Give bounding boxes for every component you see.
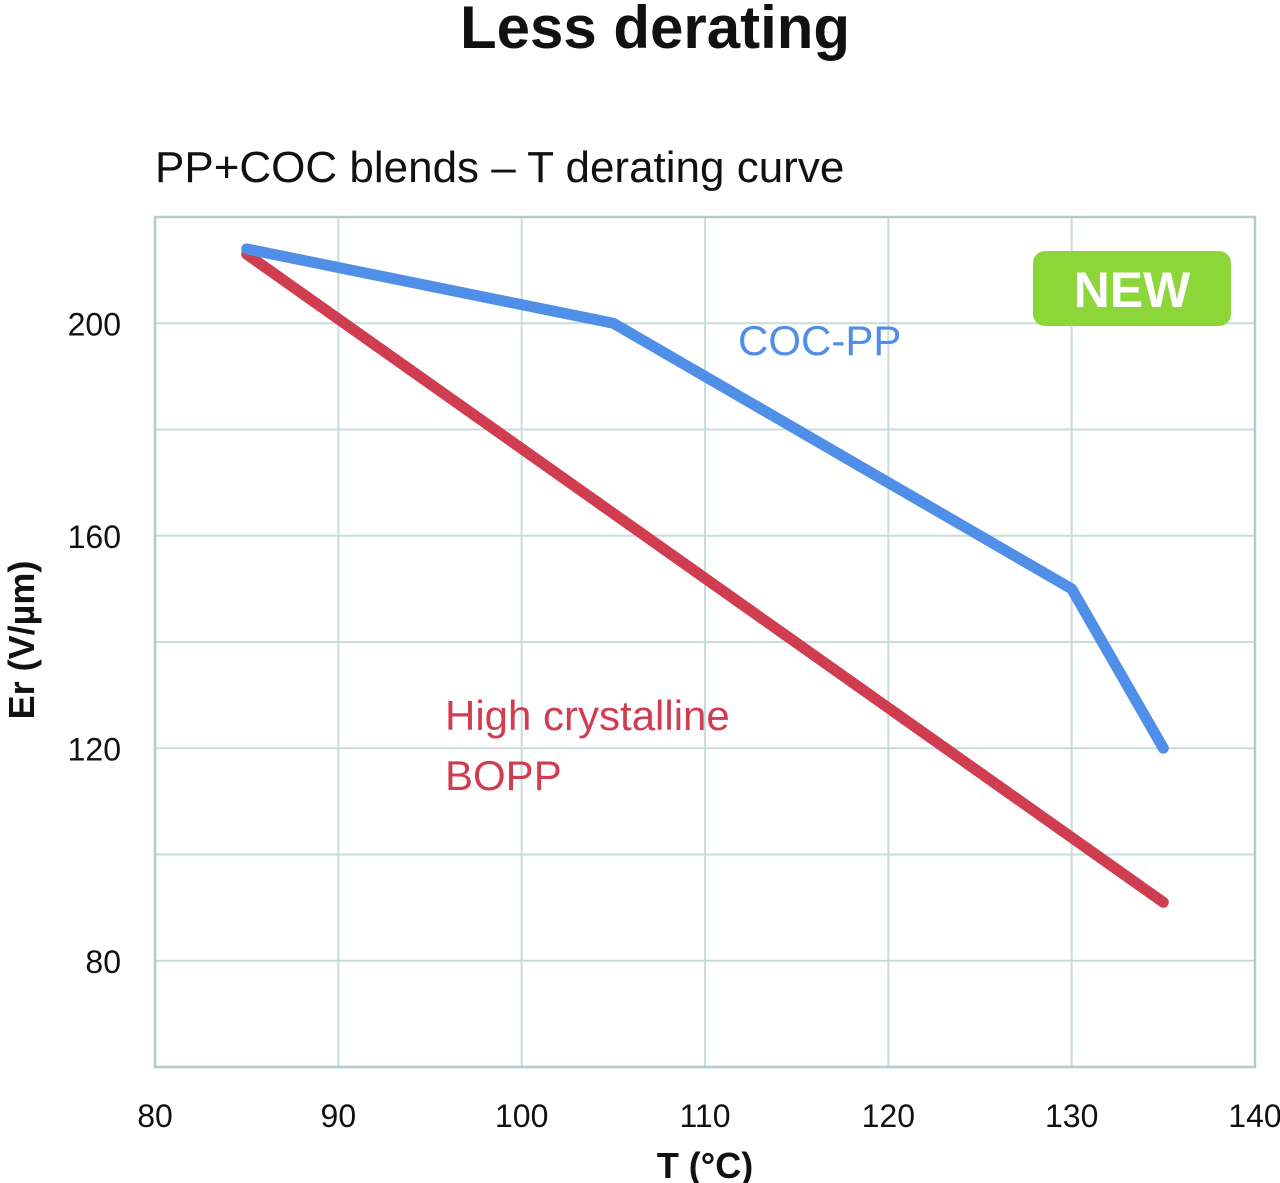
- plot-area-frame: [153, 215, 1257, 1069]
- y-tick-label-80: 80: [85, 944, 121, 980]
- x-tick-label-90: 90: [321, 1098, 357, 1134]
- x-tick-label-110: 110: [679, 1098, 730, 1134]
- series-line-high-crystalline-bopp: [241, 248, 1169, 908]
- new-badge-background: [1033, 251, 1231, 326]
- chart-subtitle: PP+COC blends – T derating curve: [155, 143, 844, 192]
- x-tick-label-120: 120: [862, 1098, 915, 1134]
- y-tick-label-200: 200: [68, 306, 121, 342]
- tick-labels: 80 90 100 110 120 130 140 80 120 160 200: [68, 306, 1280, 1134]
- x-tick-label-80: 80: [137, 1098, 173, 1134]
- y-tick-label-120: 120: [68, 731, 121, 767]
- series-label-coc-pp: COC-PP: [738, 317, 901, 364]
- x-tick-label-140: 140: [1228, 1098, 1280, 1134]
- chart-title: Less derating: [460, 0, 850, 61]
- series-label-bopp-line2: BOPP: [445, 752, 562, 799]
- series-lines: [241, 243, 1169, 908]
- y-tick-label-160: 160: [68, 519, 121, 555]
- y-axis-label: Er (V/µm): [1, 561, 42, 720]
- x-axis-label: T (°C): [657, 1145, 753, 1183]
- series-line-coc-pp: [241, 243, 1169, 754]
- series-label-bopp-line1: High crystalline: [445, 692, 730, 739]
- new-badge: NEW: [1033, 251, 1231, 326]
- x-tick-label-130: 130: [1045, 1098, 1098, 1134]
- new-badge-text: NEW: [1074, 262, 1191, 318]
- gridlines: [155, 217, 1255, 1067]
- x-tick-label-100: 100: [495, 1098, 548, 1134]
